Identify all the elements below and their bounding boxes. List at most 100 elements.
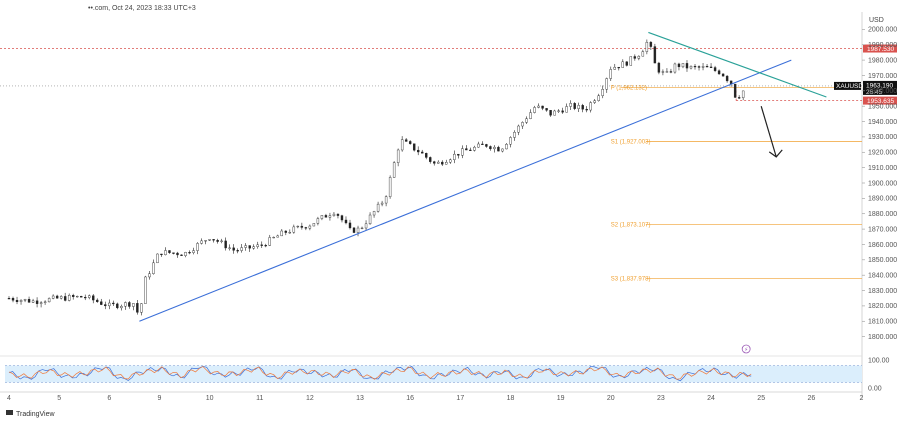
candle-body <box>489 146 492 150</box>
candle-body <box>75 295 79 298</box>
x-tick-label: 19 <box>557 395 565 402</box>
candle-body <box>733 83 737 98</box>
candle-body <box>517 125 520 133</box>
candle-body <box>737 97 741 99</box>
candle-body <box>537 105 540 108</box>
event-marker-symbol: ⚡ <box>744 347 748 354</box>
candle-body <box>324 215 328 218</box>
candle-body <box>252 246 255 249</box>
candle-body <box>348 222 352 229</box>
x-tick-label: 2 <box>860 395 864 402</box>
candle-body <box>725 75 729 82</box>
candle-body <box>232 247 235 251</box>
candle-body <box>380 202 384 205</box>
candle-body <box>340 215 344 221</box>
candle-body <box>408 141 412 144</box>
candle-body <box>429 157 432 162</box>
candle-body <box>529 112 532 119</box>
candle-body <box>593 100 596 103</box>
candle-body <box>485 144 488 147</box>
candle-body <box>304 227 308 229</box>
candle-body <box>557 110 560 112</box>
candle-body <box>308 225 312 229</box>
candle-body <box>477 143 480 148</box>
y-axis-unit: USD <box>869 17 884 24</box>
y-tick-label: 1870.000 <box>868 226 897 233</box>
countdown-text: 26:45 <box>866 89 883 96</box>
candle-body <box>328 215 332 218</box>
candle-body <box>509 137 512 145</box>
candle-body <box>132 303 135 307</box>
candle-body <box>453 153 456 160</box>
candle-body <box>124 302 127 307</box>
candle-body <box>412 143 416 151</box>
candle-body <box>637 55 641 59</box>
candle-body <box>55 295 59 299</box>
y-tick-label: 1830.000 <box>868 288 897 295</box>
candle-body <box>521 122 524 127</box>
candle-body <box>356 227 360 233</box>
y-tick-label: 2000.000 <box>868 27 897 34</box>
candle-body <box>645 41 649 52</box>
pivot-level-label: P (1,962.132) <box>611 86 647 92</box>
candle-body <box>35 300 39 304</box>
candle-body <box>39 302 43 304</box>
candle-body <box>144 276 147 304</box>
candle-body <box>577 105 580 109</box>
candle-body <box>80 295 83 298</box>
candle-body <box>501 148 504 152</box>
candle-body <box>481 143 484 145</box>
candle-body <box>156 253 159 264</box>
candle-body <box>697 66 701 68</box>
candle-body <box>284 230 288 233</box>
candle-body <box>665 71 669 73</box>
candle-body <box>713 67 717 71</box>
candle-body <box>493 146 496 150</box>
candle-body <box>525 118 528 123</box>
x-tick-label: 6 <box>107 395 111 402</box>
candle-body <box>31 300 35 303</box>
candle-body <box>392 162 396 178</box>
uptrend-line <box>139 59 792 322</box>
candle-body <box>573 103 576 109</box>
candle-body <box>256 244 259 247</box>
candle-body <box>364 223 368 229</box>
candle-body <box>400 139 404 151</box>
candle-body <box>19 300 23 303</box>
candle-body <box>541 105 544 109</box>
y-tick-label: 1890.000 <box>868 196 897 203</box>
candle-body <box>633 56 637 59</box>
y-tick-label: 1950.000 <box>868 103 897 110</box>
y-tick-label: 1850.000 <box>868 257 897 264</box>
candle-body <box>176 252 179 256</box>
candle-body <box>701 66 705 68</box>
pivot-level-label: S2 (1,873.107) <box>611 222 651 228</box>
candle-body <box>449 159 452 163</box>
x-tick-label: 18 <box>507 395 515 402</box>
price-grid <box>0 12 863 400</box>
candle-body <box>15 300 19 303</box>
candle-body <box>168 250 171 253</box>
x-tick-label: 12 <box>306 395 314 402</box>
candle-body <box>661 71 665 73</box>
candle-body <box>268 237 271 246</box>
candle-body <box>685 63 689 69</box>
stoch-tick-label: 100.00 <box>868 357 890 364</box>
candle-body <box>216 239 219 242</box>
candle-body <box>200 240 203 244</box>
y-tick-label: 1990.000 <box>868 42 897 49</box>
stoch-band <box>5 365 862 383</box>
candle-body <box>677 63 681 68</box>
y-tick-label: 1980.000 <box>868 57 897 64</box>
candle-body <box>220 240 223 242</box>
candle-body <box>469 149 472 151</box>
candle-body <box>67 295 71 301</box>
candle-body <box>192 250 195 253</box>
y-tick-label: 1920.000 <box>868 150 897 157</box>
x-tick-label: 17 <box>456 395 464 402</box>
candle-body <box>196 243 199 251</box>
candle-body <box>264 245 267 247</box>
candle-body <box>585 108 588 111</box>
candle-body <box>709 66 713 68</box>
candle-body <box>609 69 612 79</box>
